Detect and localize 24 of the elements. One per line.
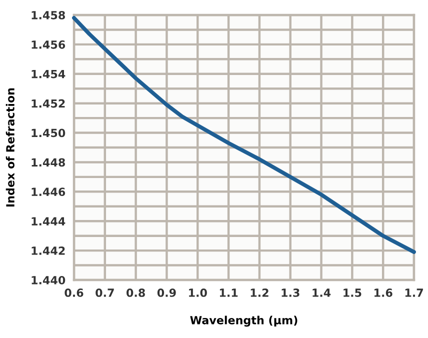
x-tick-label: 0.8 bbox=[126, 288, 145, 297]
y-tick-label: 1.440 bbox=[32, 276, 66, 284]
y-tick-label: 1.456 bbox=[32, 40, 66, 49]
x-tick-label: 0.9 bbox=[157, 288, 176, 297]
x-tick-label: 1.3 bbox=[282, 288, 300, 297]
y-tick-label: 1.446 bbox=[32, 188, 66, 196]
x-tick-label: 1.4 bbox=[312, 288, 331, 297]
x-tick-label: 1.2 bbox=[250, 288, 268, 297]
x-tick-label: 1.0 bbox=[189, 288, 207, 297]
x-tick-label: 1.1 bbox=[220, 288, 238, 297]
y-tick-label: 1.444 bbox=[32, 217, 66, 226]
y-tick-label: 1.452 bbox=[32, 99, 65, 108]
x-tick-label: 0.7 bbox=[96, 288, 114, 297]
y-tick-label: 1.458 bbox=[32, 10, 65, 20]
y-tick-label: 1.450 bbox=[32, 128, 66, 138]
x-tick-label: 1.6 bbox=[374, 288, 392, 297]
y-axis-title: Index of Refraction bbox=[6, 88, 14, 207]
y-tick-label: 1.448 bbox=[32, 158, 65, 167]
x-axis-title: Wavelength (µm) bbox=[190, 316, 298, 327]
x-tick-label: 0.6 bbox=[64, 288, 84, 297]
x-tick-label: 1.5 bbox=[344, 288, 362, 297]
y-tick-label: 1.442 bbox=[32, 246, 65, 255]
y-tick-label: 1.454 bbox=[32, 70, 66, 78]
x-tick-label: 1.7 bbox=[405, 288, 423, 297]
